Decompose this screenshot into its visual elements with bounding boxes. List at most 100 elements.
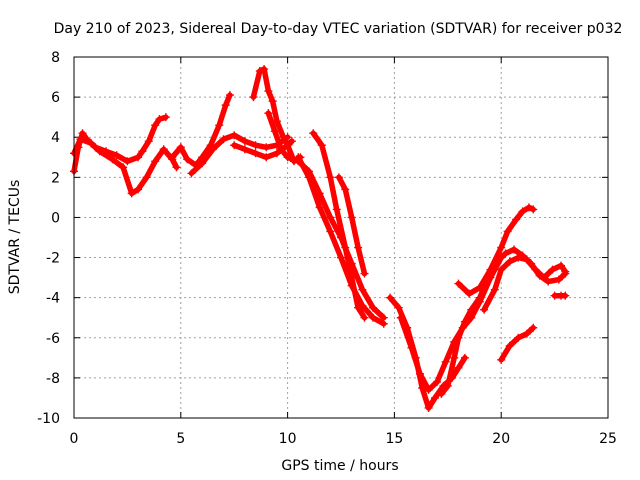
data-point-marker <box>95 147 104 156</box>
data-point-marker <box>326 213 335 222</box>
y-tick-label: -6 <box>46 331 60 347</box>
data-point-marker <box>134 153 143 162</box>
chart-title: Day 210 of 2023, Sidereal Day-to-day VTE… <box>54 21 623 37</box>
data-point-marker <box>172 163 181 172</box>
y-axis-label: SDTVAR / TECUs <box>7 180 23 295</box>
data-point-marker <box>119 163 128 172</box>
x-tick-label: 0 <box>70 431 79 447</box>
y-tick-label: -4 <box>46 291 60 307</box>
data-point-marker <box>230 131 239 140</box>
data-point-marker <box>255 67 264 76</box>
data-point-marker <box>144 137 153 146</box>
data-point-marker <box>87 139 96 148</box>
series-segment-g <box>264 109 388 322</box>
data-point-marker <box>539 273 548 282</box>
data-point-marker <box>369 303 378 312</box>
data-point-marker <box>219 135 228 144</box>
data-point-marker <box>437 389 446 398</box>
data-point-marker <box>108 155 117 164</box>
data-point-marker <box>260 65 269 74</box>
data-point-marker <box>264 87 273 96</box>
x-tick-label: 5 <box>176 431 185 447</box>
series-trace <box>250 66 304 165</box>
data-point-marker <box>317 141 326 150</box>
data-point-marker <box>454 363 463 372</box>
data-point-marker <box>268 97 277 106</box>
data-point-marker <box>505 341 514 350</box>
x-tick-label: 10 <box>279 431 297 447</box>
data-point-marker <box>561 267 570 276</box>
data-point-marker <box>354 243 363 252</box>
data-series <box>70 65 570 412</box>
data-point-marker <box>183 155 192 164</box>
y-tick-label: 2 <box>51 170 60 186</box>
data-point-marker <box>529 323 538 332</box>
data-point-marker <box>450 353 459 362</box>
data-point-marker <box>454 333 463 342</box>
data-point-marker <box>497 265 506 274</box>
data-point-marker <box>522 329 531 338</box>
data-point-marker <box>544 277 553 286</box>
series-segment-c <box>168 91 234 170</box>
data-point-marker <box>262 143 271 152</box>
data-point-marker <box>354 303 363 312</box>
data-point-marker <box>262 153 271 162</box>
data-point-marker <box>279 133 288 142</box>
data-point-marker <box>277 145 286 154</box>
data-point-marker <box>561 291 570 300</box>
data-point-marker <box>151 157 160 166</box>
series-segment-h <box>294 153 388 328</box>
data-point-marker <box>76 135 85 144</box>
plot-frame <box>73 56 609 419</box>
series-trace <box>169 92 233 169</box>
data-point-marker <box>341 243 350 252</box>
data-point-marker <box>518 207 527 216</box>
data-point-marker <box>424 385 433 394</box>
data-point-marker <box>155 115 164 124</box>
y-tick-label: 4 <box>51 130 60 146</box>
data-point-marker <box>386 293 395 302</box>
data-point-marker <box>505 257 514 266</box>
data-point-marker <box>369 313 378 322</box>
data-point-marker <box>379 319 388 328</box>
data-point-marker <box>215 121 224 130</box>
data-point-marker <box>230 141 239 150</box>
data-point-marker <box>430 393 439 402</box>
data-point-marker <box>251 141 260 150</box>
data-point-marker <box>480 305 489 314</box>
data-point-marker <box>272 117 281 126</box>
data-point-marker <box>123 157 132 166</box>
data-point-marker <box>294 153 303 162</box>
data-point-marker <box>142 173 151 182</box>
data-point-marker <box>249 93 258 102</box>
data-point-marker <box>514 253 523 262</box>
data-point-marker <box>441 357 450 366</box>
data-point-marker <box>396 313 405 322</box>
y-tick-label: 0 <box>51 210 60 226</box>
data-point-marker <box>309 129 318 138</box>
x-tick-label: 25 <box>599 431 617 447</box>
data-point-marker <box>497 243 506 252</box>
data-point-marker <box>360 269 369 278</box>
series-segment-i <box>309 129 369 322</box>
data-point-marker <box>134 185 143 194</box>
data-point-marker <box>358 285 367 294</box>
data-point-marker <box>514 333 523 342</box>
data-point-marker <box>497 355 506 364</box>
data-point-marker <box>159 145 168 154</box>
data-point-marker <box>475 293 484 302</box>
data-point-marker <box>221 101 230 110</box>
data-point-marker <box>490 285 499 294</box>
data-point-marker <box>127 189 136 198</box>
y-tick-label: -2 <box>46 251 60 267</box>
data-point-marker <box>161 113 170 122</box>
data-point-marker <box>272 149 281 158</box>
series-segment-b <box>70 135 181 198</box>
data-point-marker <box>283 153 292 162</box>
y-tick-label: -10 <box>37 411 60 427</box>
data-point-marker <box>176 143 185 152</box>
series-segment-q <box>550 291 570 300</box>
data-point-marker <box>168 153 177 162</box>
data-point-marker <box>78 129 87 138</box>
data-point-marker <box>264 109 273 118</box>
